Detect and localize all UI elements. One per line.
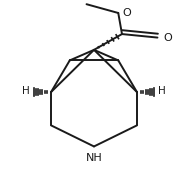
Text: H: H — [158, 86, 166, 96]
Text: O: O — [163, 33, 172, 43]
Text: O: O — [123, 8, 131, 18]
Text: H: H — [22, 86, 30, 96]
Text: NH: NH — [86, 153, 102, 163]
